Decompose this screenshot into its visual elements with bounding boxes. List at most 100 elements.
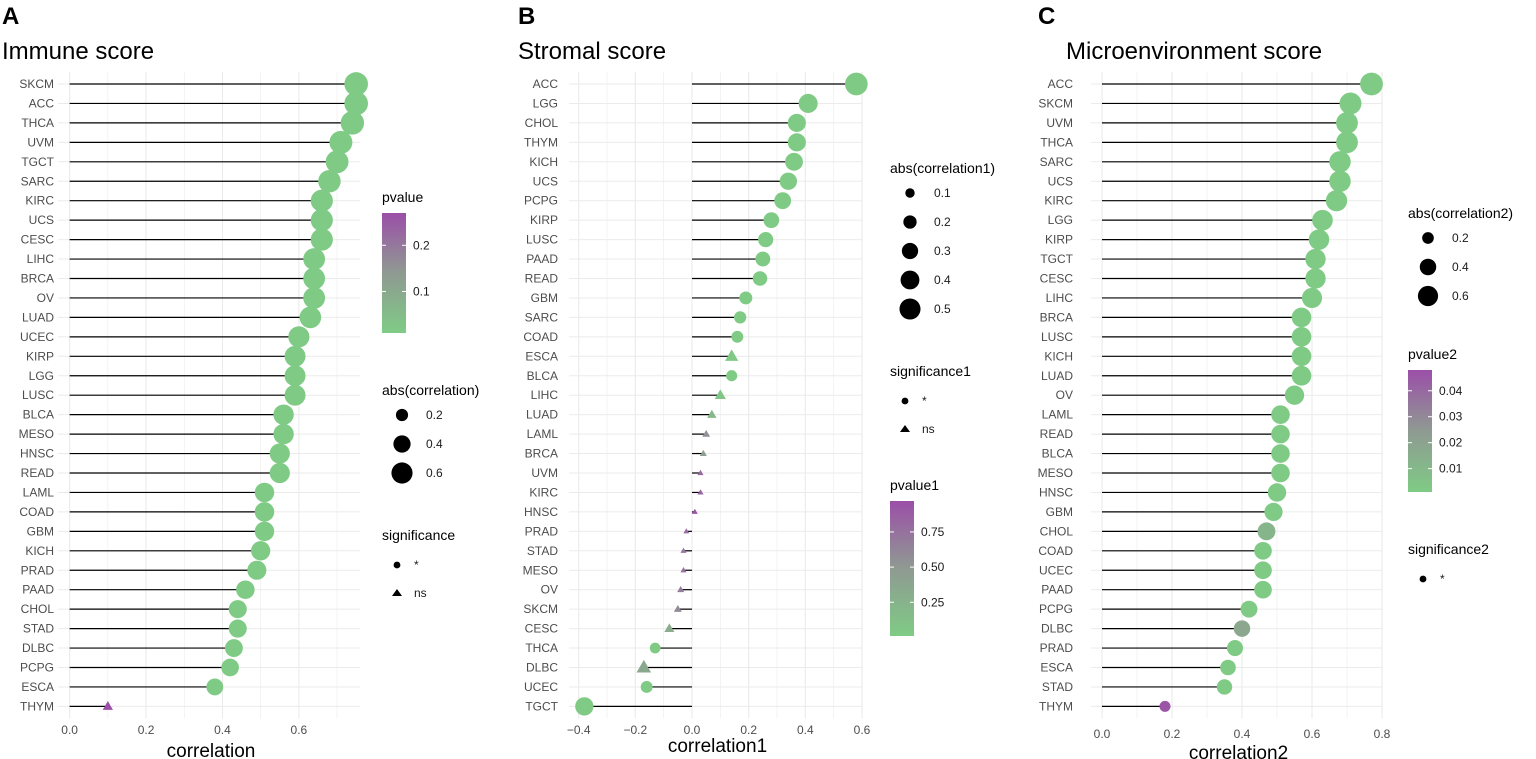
y-tick-label-kirc: KIRC — [529, 485, 558, 499]
point-blca — [273, 404, 294, 425]
y-tick-label-stad: STAD — [23, 622, 54, 636]
legend-colorbar — [1408, 370, 1432, 492]
legend-colorbar-label: 0.25 — [921, 595, 945, 609]
legend-colorbar — [890, 501, 914, 636]
point-meso — [273, 423, 294, 445]
legend-colorbar-label: 0.2 — [413, 238, 430, 252]
legend-size-key — [900, 270, 920, 290]
legend-color-title: pvalue — [382, 189, 423, 205]
legend-shape-title: significance1 — [890, 363, 971, 379]
y-tick-label-ov: OV — [541, 583, 558, 597]
point-prad — [247, 560, 267, 580]
legend-shape-title: significance — [382, 527, 455, 543]
point-hnsc-triangle — [691, 508, 698, 514]
y-tick-label-gbm: GBM — [1046, 505, 1073, 519]
x-tick-label: 0.4 — [1234, 727, 1251, 741]
y-tick-label-gbm: GBM — [531, 291, 558, 305]
point-skcm — [1339, 92, 1362, 115]
legend-colorbar-label: 0.50 — [921, 560, 945, 574]
point-chol — [228, 600, 247, 619]
legend-size-label: 0.4 — [426, 437, 443, 451]
y-tick-label-thym: THYM — [524, 135, 558, 149]
point-lgg — [284, 365, 306, 387]
legend-shape-key-circle — [901, 397, 909, 405]
y-tick-label-thym: THYM — [20, 699, 54, 713]
legends: pvalue 0.1 0.2 abs(correlation) 0.2 0.4 0.6 sig… — [382, 189, 479, 600]
legend-size-key — [901, 242, 919, 260]
legend-size-label: 0.2 — [426, 408, 443, 422]
y-tick-label-meso: MESO — [523, 563, 558, 577]
point-kich — [1291, 346, 1312, 367]
y-tick-label-laml: LAML — [527, 427, 559, 441]
point-coad — [1254, 541, 1272, 560]
y-tick-label-dlbc: DLBC — [526, 661, 558, 675]
y-tick-label-dlbc: DLBC — [1041, 622, 1073, 636]
point-sarc — [734, 311, 747, 324]
point-thca — [340, 111, 365, 135]
point-lusc — [758, 232, 774, 248]
point-hnsc — [269, 443, 290, 464]
point-thca — [649, 642, 661, 654]
x-tick-label: −0.4 — [567, 723, 591, 737]
y-tick-label-lihc: LIHC — [1046, 291, 1074, 305]
point-thca — [1336, 131, 1358, 154]
x-tick-label: 0.2 — [740, 723, 757, 737]
x-tick-label: 0.6 — [1304, 727, 1321, 741]
point-prad — [1226, 640, 1244, 657]
y-tick-label-lusc: LUSC — [526, 233, 558, 247]
y-tick-label-cesc: CESC — [1040, 272, 1074, 286]
legend-shape-label: * — [1440, 572, 1445, 586]
y-tick-label-kich: KICH — [529, 155, 558, 169]
y-tick-label-lihc: LIHC — [531, 388, 559, 402]
y-tick-label-stad: STAD — [527, 544, 558, 558]
x-tick-label: 0.8 — [1374, 727, 1391, 741]
x-tick-label: 0.2 — [138, 723, 155, 737]
x-axis-title: correlation1 — [668, 736, 767, 757]
point-read — [752, 271, 768, 286]
point-paad — [236, 580, 255, 599]
y-tick-label-read: READ — [21, 466, 55, 480]
legend-shape-label: ns — [922, 422, 935, 436]
y-tick-label-blca: BLCA — [23, 408, 54, 422]
y-tick-label-uvm: UVM — [1046, 116, 1073, 130]
y-tick-label-tgct: TGCT — [21, 155, 54, 169]
point-stad — [228, 619, 247, 638]
point-coad — [731, 330, 744, 343]
y-tick-label-coad: COAD — [19, 505, 54, 519]
legend-color-title: pvalue1 — [890, 477, 939, 493]
panel-a: A Immune score 0.0 0.2 0.4 0.6 correlation SKCM… — [2, 3, 479, 759]
point-read — [1271, 424, 1290, 444]
y-tick-label-coad: COAD — [523, 330, 558, 344]
point-laml — [1271, 405, 1290, 424]
point-thym — [787, 133, 806, 152]
y-tick-label-ucec: UCEC — [1039, 563, 1073, 577]
point-acc — [845, 72, 868, 96]
legend-shape-key-circle — [1419, 575, 1427, 583]
y-tick-label-tgct: TGCT — [525, 699, 558, 713]
y-tick-label-brca: BRCA — [525, 447, 558, 461]
y-tick-label-pcpg: PCPG — [1039, 602, 1073, 616]
legend-shape-key-triangle — [392, 589, 402, 596]
point-pcpg — [221, 658, 239, 677]
y-tick-label-hnsc: HNSC — [524, 505, 558, 519]
x-tick-label: 0.2 — [1164, 727, 1181, 741]
x-tick-label: 0.4 — [214, 723, 231, 737]
y-tick-label-prad: PRAD — [21, 563, 55, 577]
point-read — [269, 462, 290, 484]
legend-size-label: 0.4 — [934, 273, 951, 287]
point-cesc — [310, 228, 333, 251]
y-tick-label-stad: STAD — [1042, 680, 1073, 694]
x-axis-title: correlation — [167, 741, 256, 759]
y-tick-label-hnsc: HNSC — [20, 447, 54, 461]
legend-size-label: 0.1 — [934, 186, 951, 200]
point-pcpg — [1240, 600, 1258, 618]
y-tick-label-acc: ACC — [533, 77, 559, 91]
y-tick-label-lihc: LIHC — [27, 252, 55, 266]
y-tick-label-paad: PAAD — [1041, 583, 1073, 597]
y-tick-label-thca: THCA — [1040, 135, 1073, 149]
point-pcpg — [774, 192, 792, 210]
y-tick-label-brca: BRCA — [1040, 310, 1073, 324]
point-uvm-triangle — [697, 469, 704, 476]
y-tick-label-lgg: LGG — [1048, 213, 1073, 227]
